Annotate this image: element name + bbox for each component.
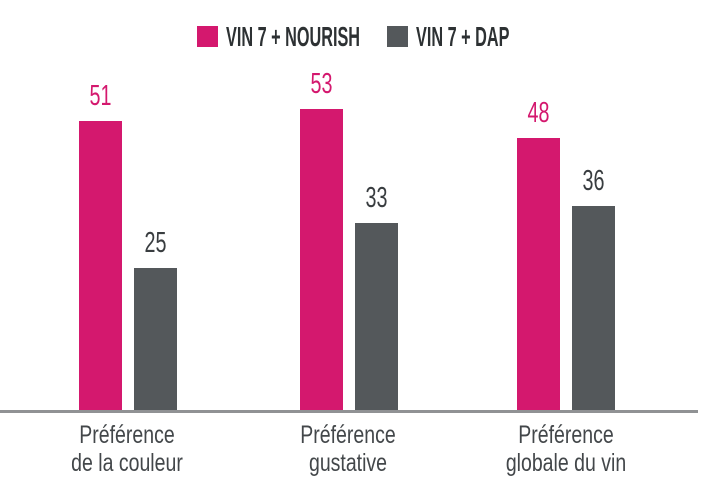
bar-group-globale: 48 36 [517,98,615,410]
bar-dap-globale [572,206,615,410]
legend-label-nourish: VIN 7 + NOURISH [226,21,361,52]
legend-label-dap: VIN 7 + DAP [416,21,510,52]
bar-group-couleur: 51 25 [79,81,177,410]
plot-area: 51 25 53 33 48 36 [79,69,615,410]
legend-swatch-nourish-icon [197,26,218,47]
value-label-nourish-couleur: 51 [89,80,112,112]
value-label-dap-globale: 36 [582,165,605,197]
chart-legend: VIN 7 + NOURISH VIN 7 + DAP [0,21,705,52]
category-label-couleur: Préférence de la couleur [71,421,183,477]
value-label-dap-gustative: 33 [365,182,388,214]
bar-nourish-globale [517,138,560,410]
legend-item-nourish: VIN 7 + NOURISH [197,21,361,52]
value-label-nourish-gustative: 53 [310,68,333,100]
bar-group-gustative: 53 33 [300,69,398,410]
x-axis-line [0,410,698,413]
value-label-nourish-globale: 48 [527,97,550,129]
value-label-dap-couleur: 25 [144,227,167,259]
bar-nourish-couleur [79,121,122,410]
legend-swatch-dap-icon [387,26,408,47]
bar-dap-gustative [355,223,398,410]
category-label-gustative: Préférence gustative [300,421,396,477]
bar-nourish-gustative [300,109,343,410]
legend-item-dap: VIN 7 + DAP [387,21,510,52]
bar-dap-couleur [134,268,177,410]
category-label-globale: Préférence globale du vin [505,421,627,477]
